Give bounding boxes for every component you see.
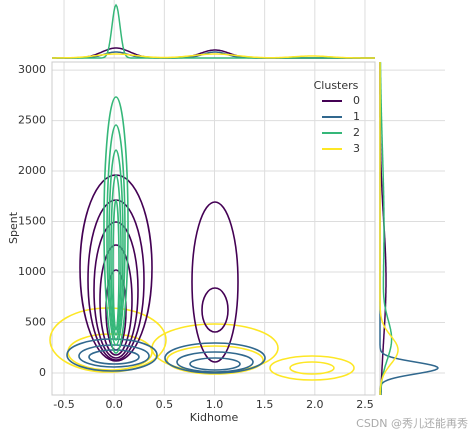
legend-label: 1 — [353, 110, 360, 123]
marginal-kde-x — [52, 3, 375, 59]
watermark: CSDN @秀儿还能再秀 — [356, 416, 468, 430]
x-tick-label: 1.0 — [206, 398, 224, 411]
y-tick-label: 2000 — [18, 164, 46, 177]
legend-label: 3 — [353, 142, 360, 155]
kde-contour — [176, 351, 254, 373]
y-tick-label: 2500 — [18, 114, 46, 127]
kde-contour — [49, 307, 167, 373]
x-tick-label: -0.5 — [53, 398, 74, 411]
marginal-kde-x — [52, 53, 375, 59]
x-tick-label: 1.5 — [256, 398, 274, 411]
kde-contour — [189, 357, 241, 371]
x-axis-label: Kidhome — [190, 411, 239, 424]
x-tick-label: 0.5 — [156, 398, 174, 411]
plots — [49, 3, 439, 396]
kde-contour — [66, 338, 158, 372]
grid — [52, 0, 445, 395]
y-tick-label: 1000 — [18, 265, 46, 278]
marginal-kde-y — [379, 61, 393, 396]
kde-contour — [201, 287, 229, 333]
legend-title: Clusters — [314, 79, 359, 92]
kde-contour — [108, 149, 124, 341]
kde-contour — [110, 174, 122, 336]
kde-contour — [88, 349, 140, 365]
kde-contour — [166, 345, 264, 375]
kde-contour — [106, 124, 126, 346]
y-tick-label: 0 — [39, 366, 46, 379]
main-frame — [51, 61, 376, 396]
kde-contour — [164, 342, 266, 374]
kde-contour — [103, 96, 129, 354]
kde-contour — [112, 199, 120, 331]
legend-label: 2 — [353, 126, 360, 139]
y-axis-label: Spent — [7, 211, 20, 244]
kde-contour — [99, 244, 133, 356]
legend-label: 0 — [353, 94, 360, 107]
x-tick-label: 2.0 — [306, 398, 324, 411]
kde-contour — [269, 355, 355, 381]
y-tick-label: 3000 — [18, 63, 46, 76]
kde-contour — [78, 344, 150, 368]
x-tick-label: 0.0 — [105, 398, 123, 411]
x-tick-label: 2.5 — [356, 398, 374, 411]
marginal-kde-y — [379, 62, 399, 395]
kde-contour — [191, 201, 239, 363]
y-tick-label: 1500 — [18, 215, 46, 228]
kde-contour — [93, 221, 139, 359]
kde-contour — [289, 361, 335, 375]
y-tick-label: 500 — [25, 316, 46, 329]
